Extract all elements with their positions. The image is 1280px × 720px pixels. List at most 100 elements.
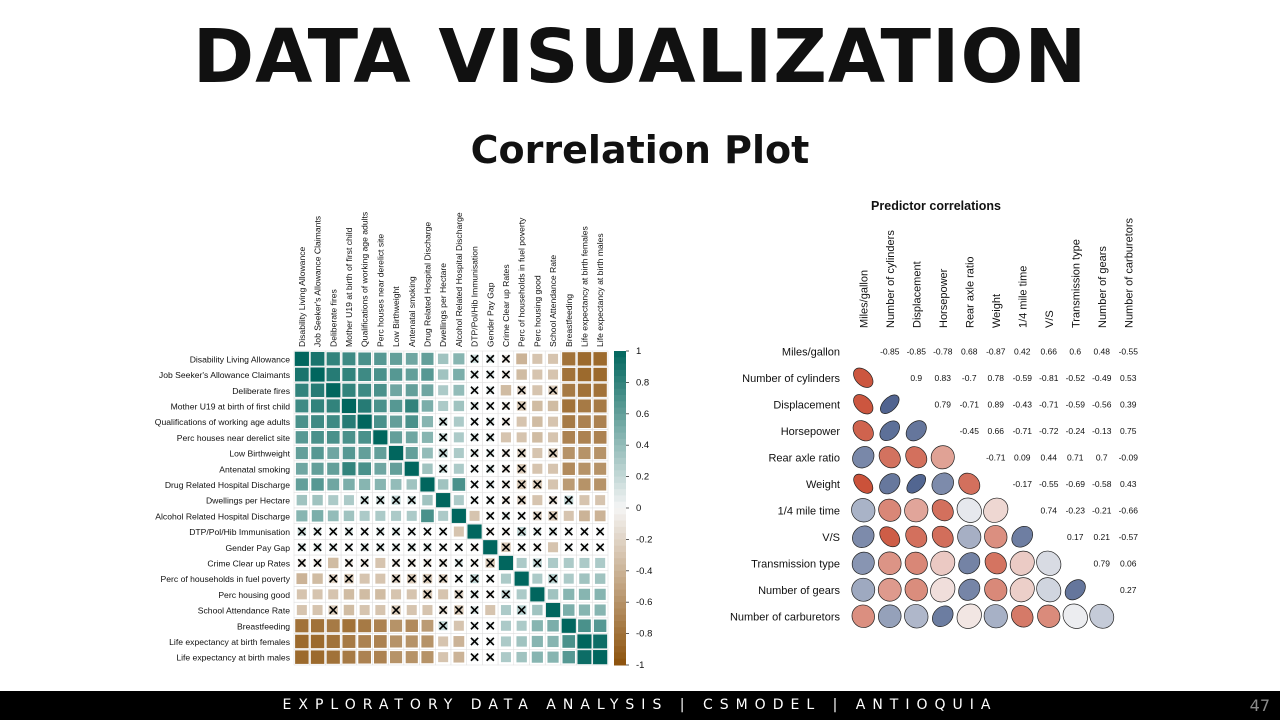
heatmap-cell xyxy=(390,384,402,397)
heatmap-cell xyxy=(326,415,340,429)
insignificant-mark xyxy=(517,543,526,552)
heatmap-cell xyxy=(453,416,464,427)
insignificant-mark xyxy=(454,558,464,568)
heatmap-cell xyxy=(422,447,433,459)
heatmap-cell xyxy=(374,619,387,633)
correlation-ellipse xyxy=(853,394,874,415)
heatmap-cell xyxy=(326,650,340,664)
heatmap-cell xyxy=(453,384,465,396)
heatmap-cell xyxy=(421,416,434,428)
heatmap-cell xyxy=(405,431,418,444)
insignificant-mark xyxy=(344,543,354,552)
heatmap-cell xyxy=(548,557,559,568)
correlation-value: -0.55 xyxy=(1039,479,1059,489)
heatmap-cell xyxy=(310,619,325,633)
row-label: Life expectancy at birth females xyxy=(169,637,290,647)
correlation-value: -0.71 xyxy=(1039,399,1059,409)
insignificant-mark xyxy=(470,495,479,505)
slide-subtitle: Correlation Plot xyxy=(470,128,810,172)
row-label: Breastfeeding xyxy=(237,621,290,631)
heatmap-cell xyxy=(310,383,325,397)
heatmap-cell xyxy=(421,368,434,381)
insignificant-mark xyxy=(470,558,479,568)
column-label: V/S xyxy=(1044,310,1056,328)
heatmap-cell xyxy=(498,555,514,571)
correlation-ellipse xyxy=(851,604,875,628)
colorbar-segment xyxy=(614,369,626,377)
heatmap-cell xyxy=(453,368,465,381)
colorbar-segment xyxy=(614,589,626,597)
insignificant-mark xyxy=(470,652,479,662)
heatmap-cell xyxy=(296,605,307,616)
heatmap-cell xyxy=(594,478,607,491)
correlation-value: -0.56 xyxy=(1092,399,1112,409)
insignificant-mark xyxy=(470,605,479,615)
correlation-value: -0.66 xyxy=(1119,505,1139,515)
heatmap-cell xyxy=(421,400,434,412)
insignificant-mark xyxy=(470,543,479,552)
column-label: Number of carburetors xyxy=(1123,217,1135,328)
heatmap-cell xyxy=(375,510,386,521)
insignificant-mark xyxy=(438,558,448,568)
heatmap-cell xyxy=(326,399,340,413)
insignificant-mark xyxy=(564,543,573,552)
correlation-value: -0.58 xyxy=(1092,479,1112,489)
heatmap-cell xyxy=(389,651,403,664)
column-label: Number of cylinders xyxy=(885,230,897,328)
insignificant-mark xyxy=(407,543,416,552)
correlation-value: -0.85 xyxy=(880,346,900,356)
colorbar-segment xyxy=(614,558,626,566)
insignificant-mark xyxy=(438,621,448,630)
insignificant-mark xyxy=(423,590,432,599)
colorbar-segment xyxy=(614,501,626,509)
heatmap-cell xyxy=(405,399,419,413)
colorbar-segment xyxy=(614,420,626,427)
row-label: Weight xyxy=(806,479,840,491)
heatmap-cell xyxy=(310,367,325,382)
correlation-ellipse xyxy=(851,577,876,602)
heatmap-cell xyxy=(326,383,341,398)
correlation-ellipse xyxy=(931,525,954,548)
insignificant-mark xyxy=(470,354,479,364)
insignificant-mark xyxy=(517,511,526,521)
heatmap-cell xyxy=(405,635,418,648)
correlation-ellipse xyxy=(851,498,876,523)
heatmap-cell xyxy=(593,399,607,413)
correlation-value: -0.81 xyxy=(1039,373,1059,383)
heatmap-cell xyxy=(359,605,370,616)
heatmap-cell xyxy=(593,634,608,649)
heatmap-cell xyxy=(406,479,417,490)
heatmap-cell xyxy=(500,620,511,631)
heatmap-cell xyxy=(391,510,402,521)
heatmap-cell xyxy=(359,589,370,600)
heatmap-cell xyxy=(296,494,308,506)
insignificant-mark xyxy=(470,433,479,442)
insignificant-mark xyxy=(548,527,558,536)
insignificant-mark xyxy=(438,448,448,458)
correlation-value: -0.17 xyxy=(1013,479,1033,489)
heatmap-cell xyxy=(326,352,340,366)
correlation-ellipse xyxy=(905,446,928,469)
heatmap-cell xyxy=(453,526,464,537)
insignificant-mark xyxy=(360,527,369,536)
heatmap-cell xyxy=(547,400,559,412)
heatmap-cell xyxy=(453,448,464,459)
colorbar-segment xyxy=(614,451,626,459)
insignificant-mark xyxy=(423,543,432,552)
colorbar-segment xyxy=(614,457,626,465)
column-label: School Attendance Rate xyxy=(548,255,558,347)
insignificant-mark xyxy=(470,480,479,489)
heatmap-cell xyxy=(578,588,591,600)
heatmap-cell xyxy=(595,557,606,568)
insignificant-mark xyxy=(360,543,369,552)
correlation-value: 0.75 xyxy=(1120,426,1137,436)
insignificant-mark xyxy=(486,464,495,473)
colorbar-segment xyxy=(614,401,626,409)
insignificant-mark xyxy=(580,543,589,552)
heatmap-cell xyxy=(312,589,323,600)
heatmap-cell xyxy=(577,650,592,665)
column-label: Alcohol Related Hospital Discharge xyxy=(454,212,464,347)
heatmap-cell xyxy=(373,430,388,445)
heatmap-cell xyxy=(374,478,386,491)
correlation-ellipse xyxy=(1062,603,1088,629)
